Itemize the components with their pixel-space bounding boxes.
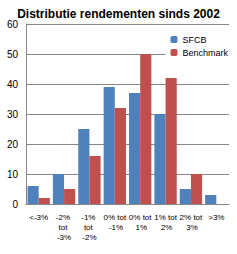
svg-text:tot: tot: [59, 223, 70, 232]
svg-text:-1%: -1%: [107, 223, 123, 232]
svg-text:0: 0: [12, 199, 18, 210]
svg-text:Benchmark: Benchmark: [182, 48, 228, 58]
svg-text:SFCB: SFCB: [182, 35, 206, 45]
svg-text:-1%: -1%: [81, 213, 97, 222]
svg-text:10: 10: [7, 169, 19, 180]
svg-text:tot: tot: [84, 223, 95, 232]
svg-text:-2%: -2%: [56, 213, 72, 222]
svg-text:30: 30: [7, 109, 19, 120]
svg-text:-2%: -2%: [82, 233, 96, 242]
svg-text:Distributie rendementen sinds: Distributie rendementen sinds 2002: [17, 7, 220, 21]
svg-text:60: 60: [6, 18, 18, 30]
svg-text:3%: 3%: [184, 223, 198, 232]
svg-text:2%: 2%: [159, 223, 173, 232]
svg-text:40: 40: [7, 79, 19, 90]
svg-text:1% tot: 1% tot: [154, 213, 177, 222]
svg-text:0% tot: 0% tot: [129, 213, 152, 222]
svg-text:<-3%: <-3%: [29, 213, 48, 222]
svg-text:>3%: >3%: [208, 213, 224, 222]
svg-text:50: 50: [7, 49, 19, 60]
svg-text:0% tot: 0% tot: [103, 213, 126, 222]
svg-text:-3%: -3%: [57, 233, 71, 242]
svg-text:1%: 1%: [133, 223, 147, 232]
svg-text:2% tot: 2% tot: [180, 213, 203, 222]
svg-text:20: 20: [7, 139, 19, 150]
